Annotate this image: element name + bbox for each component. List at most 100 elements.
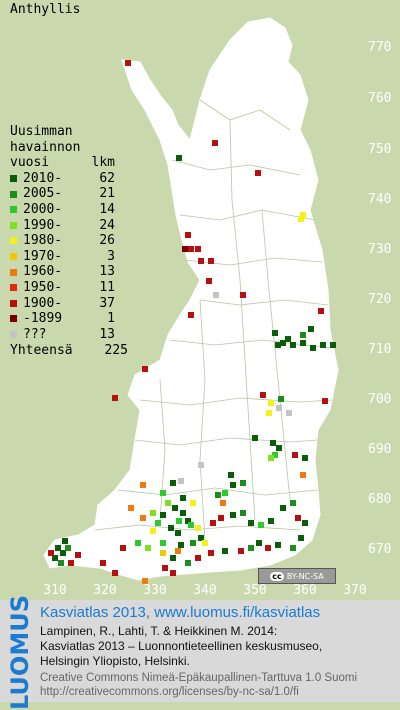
observation-square [270,440,276,446]
observation-square [222,548,228,554]
y-tick-label: 710 [368,342,392,357]
observation-square [208,550,214,556]
license-badge[interactable]: cc BY-NC-SA [258,568,336,584]
observation-square [52,555,58,561]
y-tick-label: 750 [368,142,392,157]
observation-square [210,520,216,526]
observation-square [280,505,286,511]
observation-square [140,515,146,521]
observation-square [302,520,308,526]
observation-square [135,540,141,546]
observation-square [178,478,184,484]
legend-count: 21 [99,186,115,202]
y-tick-label: 690 [368,442,392,457]
observation-square [112,570,118,576]
observation-square [272,452,278,458]
observation-square [300,340,306,346]
observation-square [160,512,166,518]
observation-square [165,500,171,506]
license-link[interactable]: http://creativecommons.org/licenses/by-n… [40,686,299,698]
x-tick-label: 370 [343,583,367,598]
observation-square [195,525,201,531]
observation-square [248,545,254,551]
legend-swatch [10,315,17,323]
map-title: Anthyllis [10,2,81,17]
legend-count: 11 [99,279,115,295]
legend-total: Yhteensä 225 [10,343,128,359]
observation-square [160,550,166,556]
map-area: Anthyllis Uusimman havainnon vuosi lkm 2… [10,2,392,598]
legend-row: 2005- 21 [10,186,128,202]
observation-square [268,400,274,406]
observation-square [295,515,301,521]
legend-label: 1970- [23,248,63,264]
observation-square [48,550,54,556]
observation-square [128,505,134,511]
observation-square [68,560,74,566]
observation-square [302,455,308,461]
observation-square [55,545,61,551]
footer: LUOMUS Kasviatlas 2013, www.luomus.fi/ka… [0,596,400,710]
observation-square [195,246,201,252]
observation-square [178,542,184,548]
legend-label: ??? [23,326,47,342]
legend-count: 62 [99,170,115,186]
observation-square [276,405,282,411]
observation-square [298,216,304,222]
observation-square [198,535,204,541]
observation-square [180,510,186,516]
legend-count: 14 [99,201,115,217]
legend-swatch [10,299,17,307]
finland-outline [43,17,339,581]
observation-square [278,396,284,402]
observation-square [182,246,188,252]
legend-label: 2000- [23,201,63,217]
observation-square [188,246,194,252]
observation-square [300,212,306,218]
observation-square [142,578,148,584]
legend-row: 1980- 26 [10,233,128,249]
observation-square [176,155,182,161]
observation-square [230,482,236,488]
observation-square [238,548,244,554]
observation-square [140,482,146,488]
x-tick-label: 350 [243,583,267,598]
legend-label: 1900- [23,295,63,311]
legend-count: 3 [107,248,115,264]
observation-square [195,555,201,561]
observation-square [112,395,118,401]
y-tick-label: 720 [368,292,392,307]
observation-square [176,518,182,524]
observation-square [272,330,278,336]
observation-square [190,540,196,546]
observation-square [142,366,148,372]
legend-count: 13 [99,264,115,280]
y-tick-label: 770 [368,40,392,55]
legend-row: 1960- 13 [10,264,128,280]
observation-square [180,495,186,501]
legend-count: 13 [99,326,115,342]
observation-square [215,492,221,498]
legend-row: ??? 13 [10,327,128,343]
legend-swatch [10,190,17,198]
observation-square [60,550,66,556]
legend-swatch [10,253,17,261]
legend-swatch [10,237,17,245]
observation-square [185,518,191,524]
observation-square [198,258,204,264]
observation-square [58,560,64,566]
observation-squares [48,60,336,584]
license-badge-text: BY-NC-SA [286,571,324,581]
observation-square [75,552,81,558]
legend-label: -1899 [23,311,63,327]
legend-total-label: Yhteensä [10,343,73,359]
observation-square [255,170,261,176]
atlas-link[interactable]: Kasviatlas 2013, www.luomus.fi/kasviatla… [40,604,321,621]
observation-square [220,500,226,506]
legend-swatch [10,175,17,183]
legend-row: 1950- 11 [10,280,128,296]
legend-swatch [10,268,17,276]
observation-square [198,462,204,468]
observation-square [145,545,151,551]
observation-square [170,570,176,576]
